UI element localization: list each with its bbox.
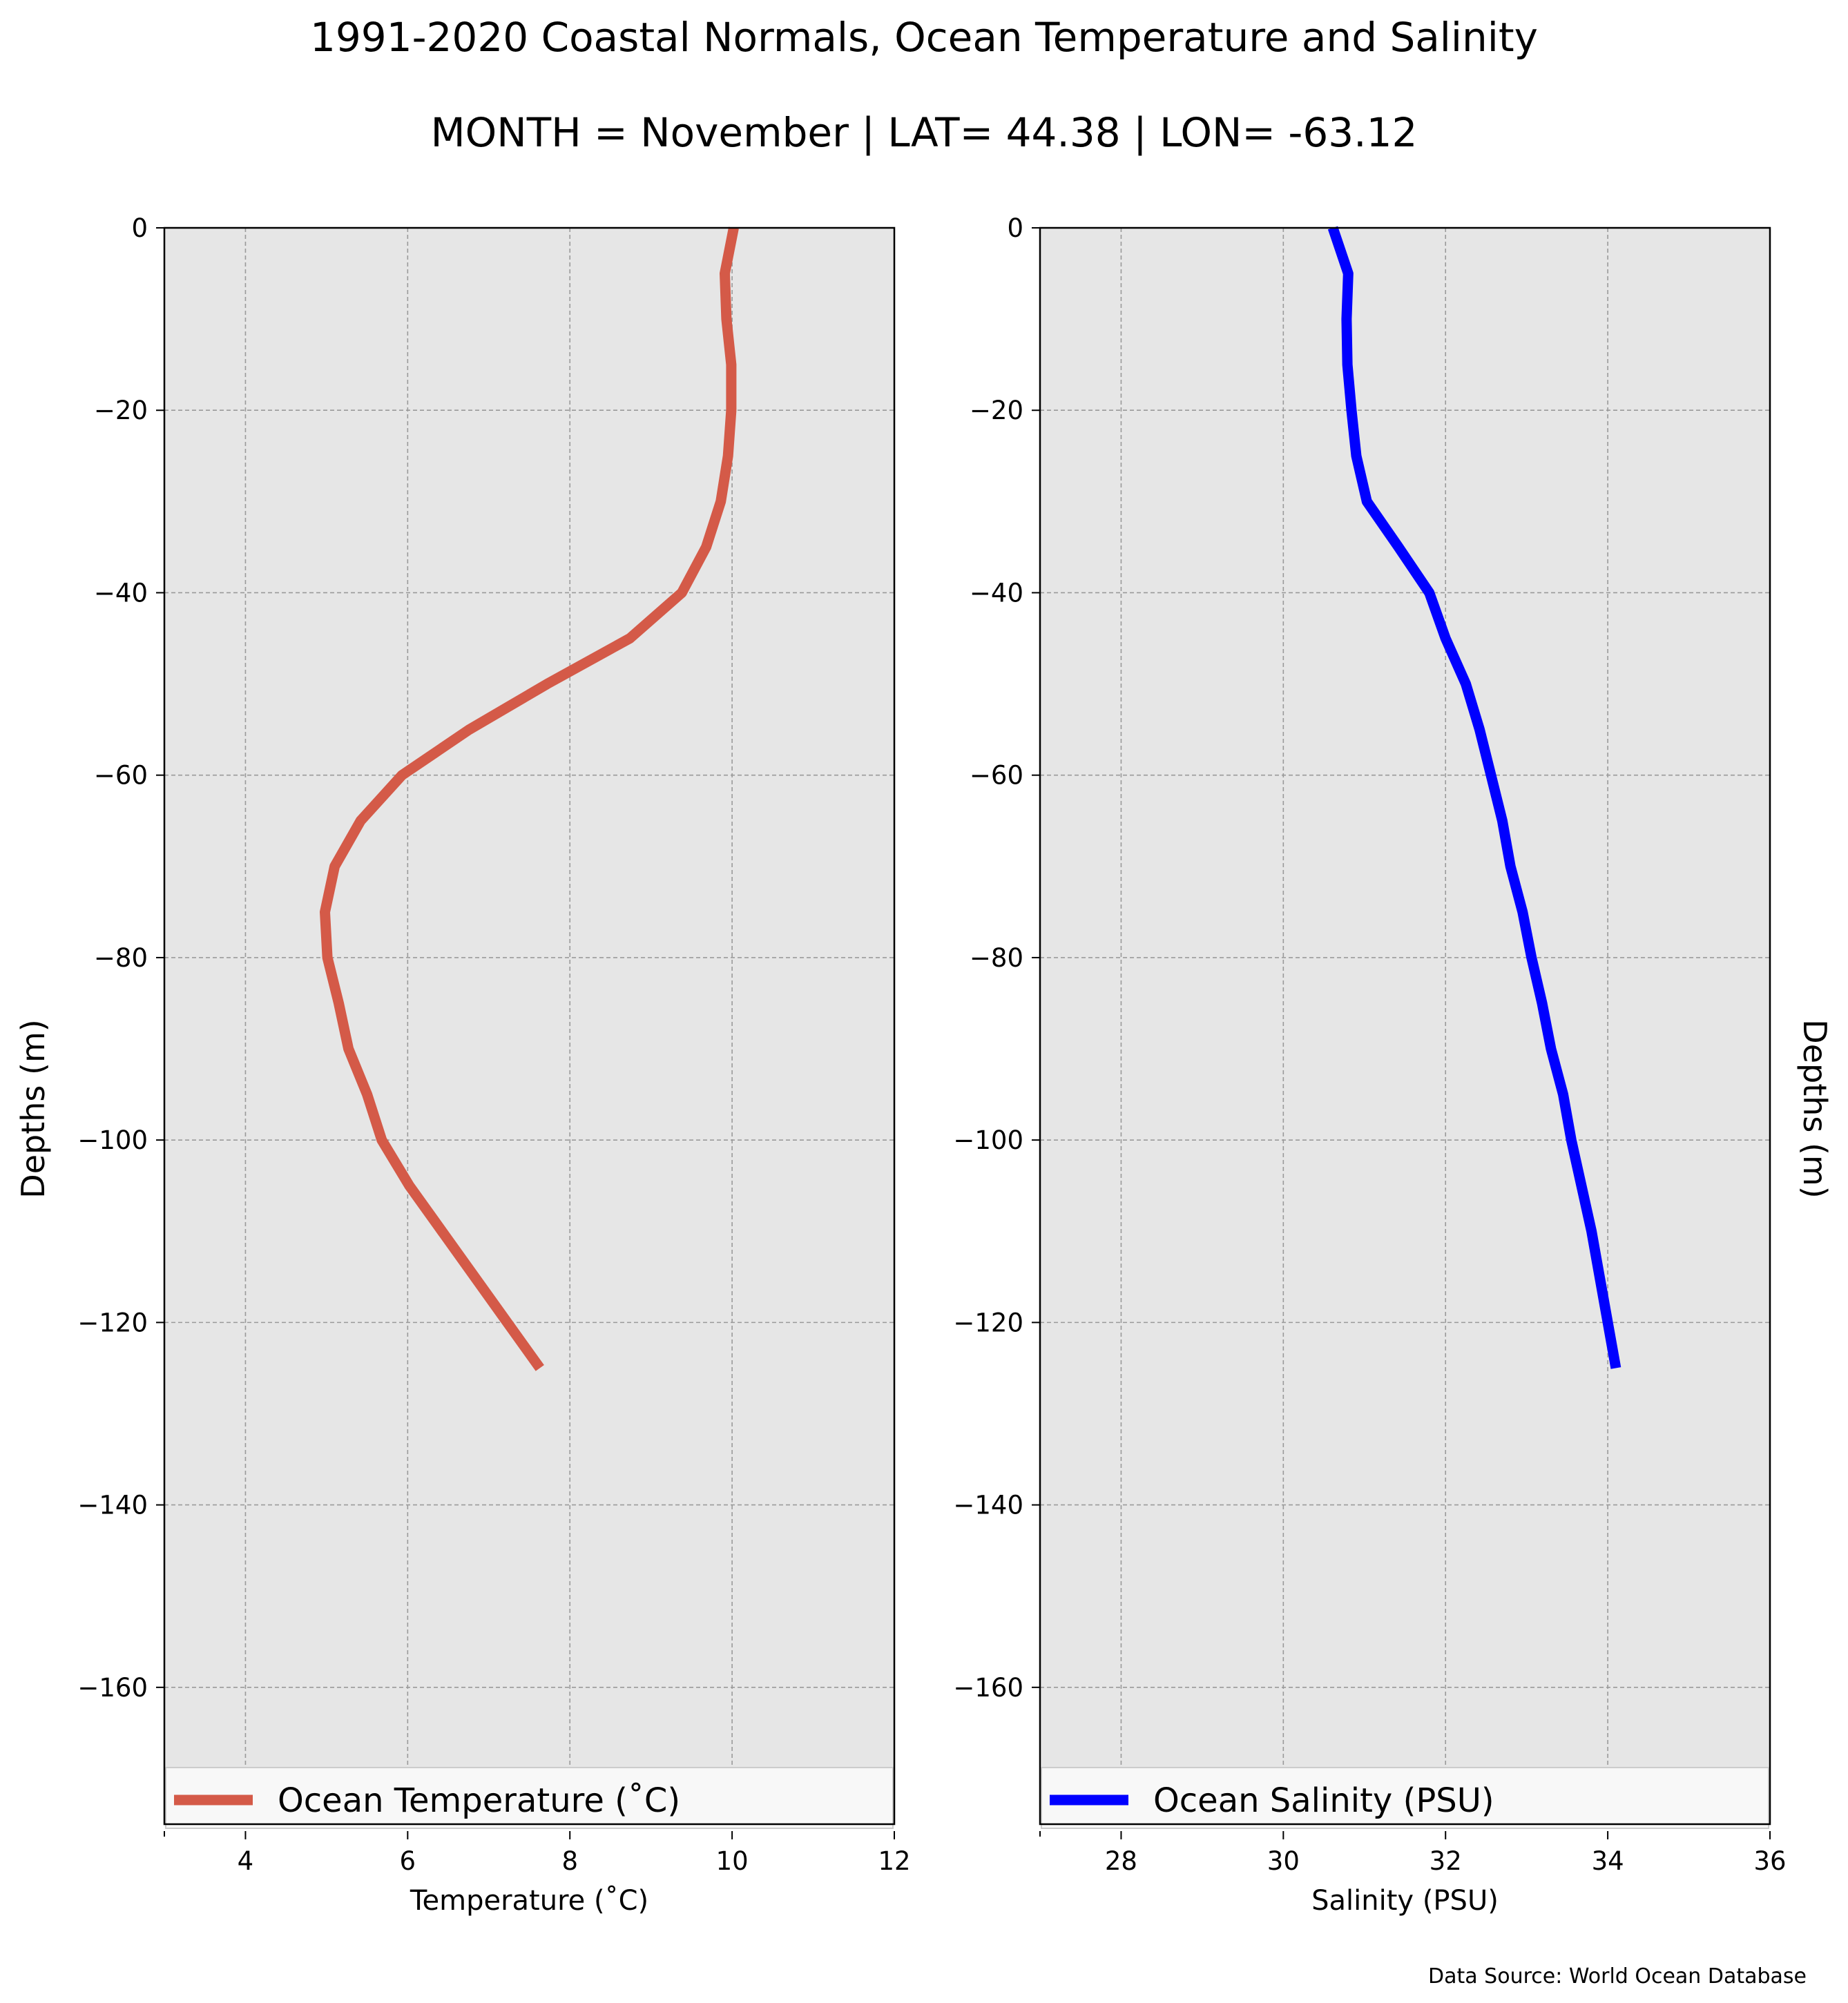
x-tick-label: 28	[1105, 1846, 1137, 1876]
chart-title: 1991-2020 Coastal Normals, Ocean Tempera…	[310, 14, 1538, 61]
x-axis-label: Salinity (PSU)	[1311, 1885, 1499, 1917]
x-tick-label: 32	[1430, 1846, 1462, 1876]
y-tick-label: −20	[970, 396, 1023, 425]
data-source-note: Data Source: World Ocean Database	[1428, 1964, 1807, 1989]
x-tick-label: 30	[1267, 1846, 1300, 1876]
y-tick-label: −80	[970, 943, 1023, 973]
chart-subtitle: MONTH = November | LAT= 44.38 | LON= -63…	[431, 109, 1418, 156]
y-tick-label: −100	[77, 1125, 148, 1155]
temperature-panel: Ocean Temperature (˚C) 4 6 8 10 12 Temperature…	[15, 213, 911, 1917]
x-axis-label: Temperature (˚C)	[410, 1885, 648, 1917]
y-tick-label: 0	[1007, 213, 1023, 243]
y-tick-label: −160	[77, 1673, 148, 1703]
series-line	[1327, 226, 1621, 1369]
y-tick-label: −140	[77, 1491, 148, 1520]
y-tick-label: −60	[94, 761, 148, 791]
y-tick-label: −160	[953, 1673, 1023, 1703]
y-axis-label: Depths (m)	[1796, 1019, 1833, 1198]
x-tick-label: 4	[238, 1846, 254, 1876]
axes-frame	[1039, 226, 1771, 1826]
x-tick-label: 10	[716, 1846, 749, 1876]
salinity-panel: Ocean Salinity (PSU) 28 30 32 34 36 Salinity (…	[953, 213, 1833, 1917]
y-tick-label: −60	[970, 761, 1023, 791]
y-tick-label: −140	[953, 1491, 1023, 1520]
y-tick-label: −120	[953, 1308, 1023, 1337]
y-tick-label: −40	[970, 578, 1023, 608]
legend-box	[165, 1767, 894, 1829]
legend-box	[1041, 1767, 1769, 1829]
legend-label: Ocean Temperature (˚C)	[278, 1781, 680, 1820]
plot-area	[164, 228, 894, 1824]
x-tick-label: 6	[400, 1846, 416, 1876]
legend-label: Ocean Salinity (PSU)	[1153, 1781, 1494, 1820]
y-tick-label: −40	[94, 578, 148, 608]
y-tick-label: 0	[131, 213, 148, 243]
y-axis-label: Depths (m)	[15, 1019, 52, 1198]
x-tick-label: 34	[1592, 1846, 1624, 1876]
y-tick-label: −120	[77, 1308, 148, 1337]
x-tick-label: 12	[878, 1846, 910, 1876]
series-line	[320, 226, 739, 1371]
axes-frame	[163, 226, 896, 1826]
y-tick-label: −100	[953, 1125, 1023, 1155]
plot-area	[1040, 228, 1770, 1824]
y-tick-label: −20	[94, 396, 148, 425]
x-tick-label: 8	[561, 1846, 578, 1876]
y-tick-label: −80	[94, 943, 148, 973]
x-tick-label: 36	[1753, 1846, 1786, 1876]
